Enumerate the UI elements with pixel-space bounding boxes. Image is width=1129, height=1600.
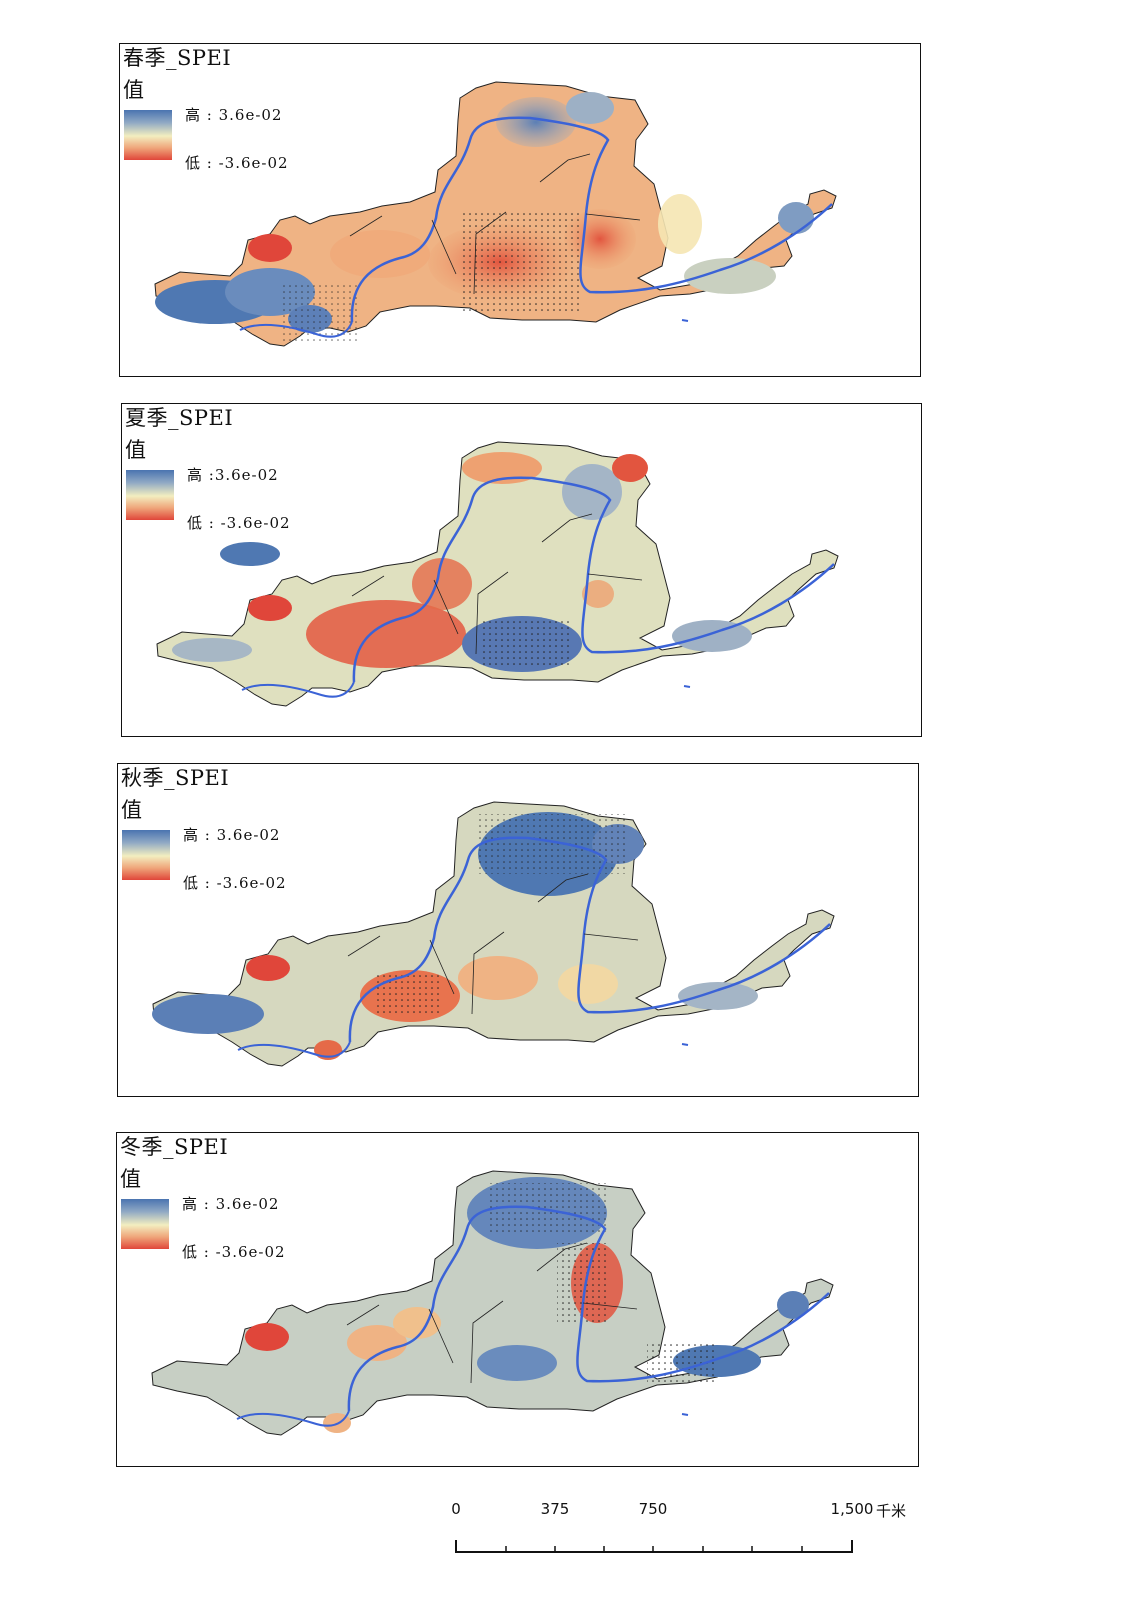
- scale-bar-graphic: [455, 1540, 853, 1553]
- map-panel-spring: 春季_SPEI 值 高 : 3.6e-02 低 : -3.6e-02: [119, 43, 921, 377]
- basin-map-spring: [154, 81, 837, 347]
- legend-low-label: 低 : -3.6e-02: [185, 154, 289, 172]
- legend-high-label: 高 :3.6e-02: [187, 466, 279, 484]
- legend-low-label: 低 : -3.6e-02: [183, 874, 287, 892]
- legend-high-label: 高 : 3.6e-02: [185, 106, 283, 124]
- map-panel-autumn: 秋季_SPEI 值 高 : 3.6e-02 低 : -3.6e-02: [117, 763, 919, 1097]
- scale-tick-label: 1,500: [830, 1500, 874, 1518]
- panel-title: 春季_SPEI: [123, 46, 232, 70]
- legend-high-label: 高 : 3.6e-02: [182, 1195, 280, 1213]
- panel-title: 夏季_SPEI: [125, 406, 234, 430]
- legend-color-ramp: [126, 470, 174, 520]
- legend-title: 值: [121, 798, 142, 822]
- scale-bar: 0 375 750 1,500 千米: [440, 1500, 910, 1570]
- legend-color-ramp: [121, 1199, 169, 1249]
- basin-map-winter: [151, 1170, 834, 1436]
- panel-title: 冬季_SPEI: [120, 1135, 229, 1159]
- map-panel-summer: 夏季_SPEI 值 高 :3.6e-02 低 : -3.6e-02: [121, 403, 922, 737]
- scale-tick-label: 0: [451, 1500, 461, 1518]
- legend-high-label: 高 : 3.6e-02: [183, 826, 281, 844]
- scale-unit: 千米: [876, 1502, 907, 1520]
- legend-low-label: 低 : -3.6e-02: [187, 514, 291, 532]
- basin-map-summer: [156, 441, 839, 707]
- scale-tick-label: 375: [540, 1500, 570, 1518]
- panel-title: 秋季_SPEI: [121, 766, 230, 790]
- scale-tick-label: 750: [638, 1500, 668, 1518]
- map-panel-winter: 冬季_SPEI 值 高 : 3.6e-02 低 : -3.6e-02: [116, 1132, 919, 1467]
- legend-title: 值: [125, 438, 146, 462]
- legend-title: 值: [120, 1167, 141, 1191]
- legend-color-ramp: [124, 110, 172, 160]
- legend-color-ramp: [122, 830, 170, 880]
- legend-low-label: 低 : -3.6e-02: [182, 1243, 286, 1261]
- basin-map-autumn: [152, 801, 835, 1067]
- legend-title: 值: [123, 78, 144, 102]
